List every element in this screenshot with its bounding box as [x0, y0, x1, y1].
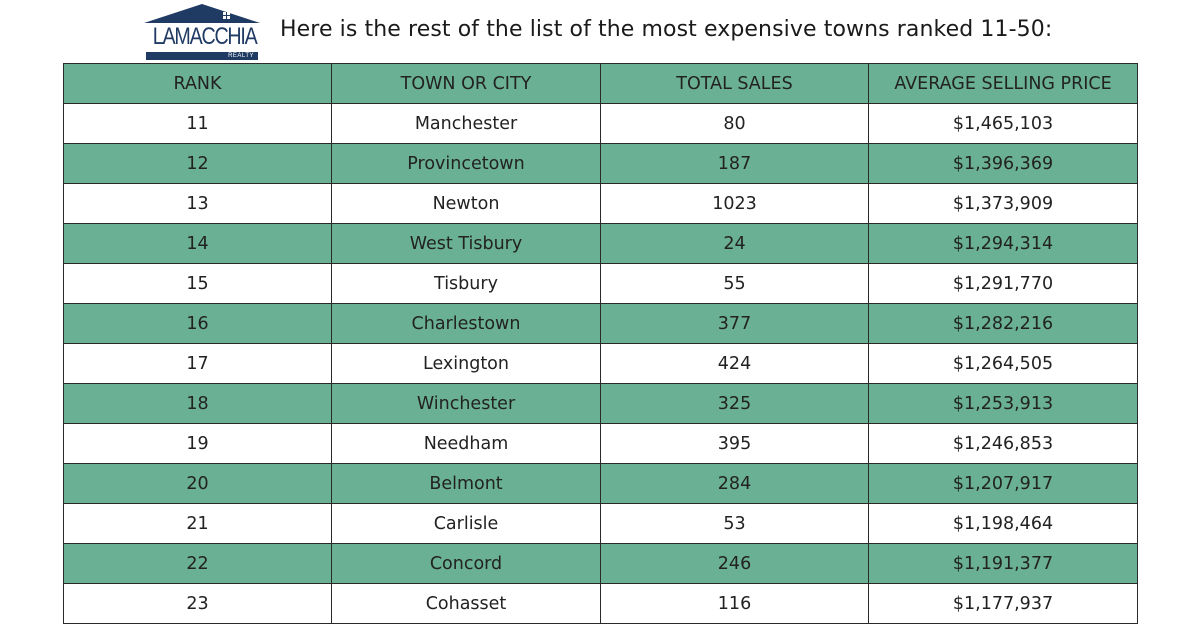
cell-rank: 17: [63, 343, 332, 384]
cell-rank: 22: [63, 543, 332, 584]
expensive-towns-table: RANK TOWN OR CITY TOTAL SALES AVERAGE SE…: [63, 63, 1138, 624]
cell-total-sales: 53: [600, 503, 869, 544]
cell-total-sales: 284: [600, 463, 869, 504]
cell-town: Needham: [331, 423, 601, 464]
cell-town: West Tisbury: [331, 223, 601, 264]
cell-average-price: $1,264,505: [868, 343, 1138, 384]
cell-rank: 15: [63, 263, 332, 304]
cell-town: Lexington: [331, 343, 601, 384]
cell-average-price: $1,191,377: [868, 543, 1138, 584]
cell-average-price: $1,253,913: [868, 383, 1138, 424]
table-row: 21 Carlisle 53 $1,198,464: [63, 503, 1138, 544]
table-row: 16 Charlestown 377 $1,282,216: [63, 303, 1138, 344]
cell-town: Provincetown: [331, 143, 601, 184]
cell-average-price: $1,373,909: [868, 183, 1138, 224]
cell-total-sales: 325: [600, 383, 869, 424]
table-row: 19 Needham 395 $1,246,853: [63, 423, 1138, 464]
cell-total-sales: 246: [600, 543, 869, 584]
cell-rank: 23: [63, 583, 332, 624]
header-rank: RANK: [63, 63, 332, 104]
table-row: 13 Newton 1023 $1,373,909: [63, 183, 1138, 224]
table-row: 12 Provincetown 187 $1,396,369: [63, 143, 1138, 184]
logo-bar: [146, 52, 258, 60]
table-row: 14 West Tisbury 24 $1,294,314: [63, 223, 1138, 264]
cell-average-price: $1,207,917: [868, 463, 1138, 504]
cell-rank: 16: [63, 303, 332, 344]
cell-town: Cohasset: [331, 583, 601, 624]
cell-total-sales: 1023: [600, 183, 869, 224]
table-row: 20 Belmont 284 $1,207,917: [63, 463, 1138, 504]
cell-town: Winchester: [331, 383, 601, 424]
logo-tagline: REALTY: [228, 53, 254, 59]
cell-average-price: $1,198,464: [868, 503, 1138, 544]
table-row: 11 Manchester 80 $1,465,103: [63, 103, 1138, 144]
cell-town: Tisbury: [331, 263, 601, 304]
table-row: 18 Winchester 325 $1,253,913: [63, 383, 1138, 424]
cell-total-sales: 424: [600, 343, 869, 384]
cell-town: Manchester: [331, 103, 601, 144]
cell-average-price: $1,177,937: [868, 583, 1138, 624]
cell-average-price: $1,246,853: [868, 423, 1138, 464]
cell-average-price: $1,282,216: [868, 303, 1138, 344]
table-row: 15 Tisbury 55 $1,291,770: [63, 263, 1138, 304]
cell-total-sales: 377: [600, 303, 869, 344]
header-town-or-city: TOWN OR CITY: [331, 63, 601, 104]
table-header-row: RANK TOWN OR CITY TOTAL SALES AVERAGE SE…: [63, 63, 1138, 104]
lamacchia-realty-logo: LAMACCHIA REALTY: [142, 3, 262, 60]
cell-rank: 13: [63, 183, 332, 224]
cell-average-price: $1,465,103: [868, 103, 1138, 144]
table-row: 22 Concord 246 $1,191,377: [63, 543, 1138, 584]
house-roof-icon: [144, 4, 260, 23]
cell-average-price: $1,291,770: [868, 263, 1138, 304]
header-total-sales: TOTAL SALES: [600, 63, 869, 104]
cell-total-sales: 55: [600, 263, 869, 304]
cell-rank: 11: [63, 103, 332, 144]
cell-total-sales: 395: [600, 423, 869, 464]
cell-rank: 12: [63, 143, 332, 184]
cell-town: Carlisle: [331, 503, 601, 544]
table-body: 11 Manchester 80 $1,465,103 12 Provincetown 18…: [63, 103, 1138, 624]
cell-town: Newton: [331, 183, 601, 224]
cell-average-price: $1,396,369: [868, 143, 1138, 184]
cell-total-sales: 187: [600, 143, 869, 184]
page-headline: Here is the rest of the list of the most…: [280, 17, 1053, 42]
cell-rank: 19: [63, 423, 332, 464]
logo-wordmark: LAMACCHIA: [152, 23, 258, 50]
cell-town: Belmont: [331, 463, 601, 504]
cell-rank: 21: [63, 503, 332, 544]
cell-rank: 14: [63, 223, 332, 264]
cell-town: Charlestown: [331, 303, 601, 344]
cell-town: Concord: [331, 543, 601, 584]
cell-total-sales: 24: [600, 223, 869, 264]
cell-total-sales: 116: [600, 583, 869, 624]
cell-rank: 20: [63, 463, 332, 504]
header-average-selling-price: AVERAGE SELLING PRICE: [868, 63, 1138, 104]
table-row: 23 Cohasset 116 $1,177,937: [63, 583, 1138, 624]
cell-total-sales: 80: [600, 103, 869, 144]
cell-average-price: $1,294,314: [868, 223, 1138, 264]
table-row: 17 Lexington 424 $1,264,505: [63, 343, 1138, 384]
cell-rank: 18: [63, 383, 332, 424]
